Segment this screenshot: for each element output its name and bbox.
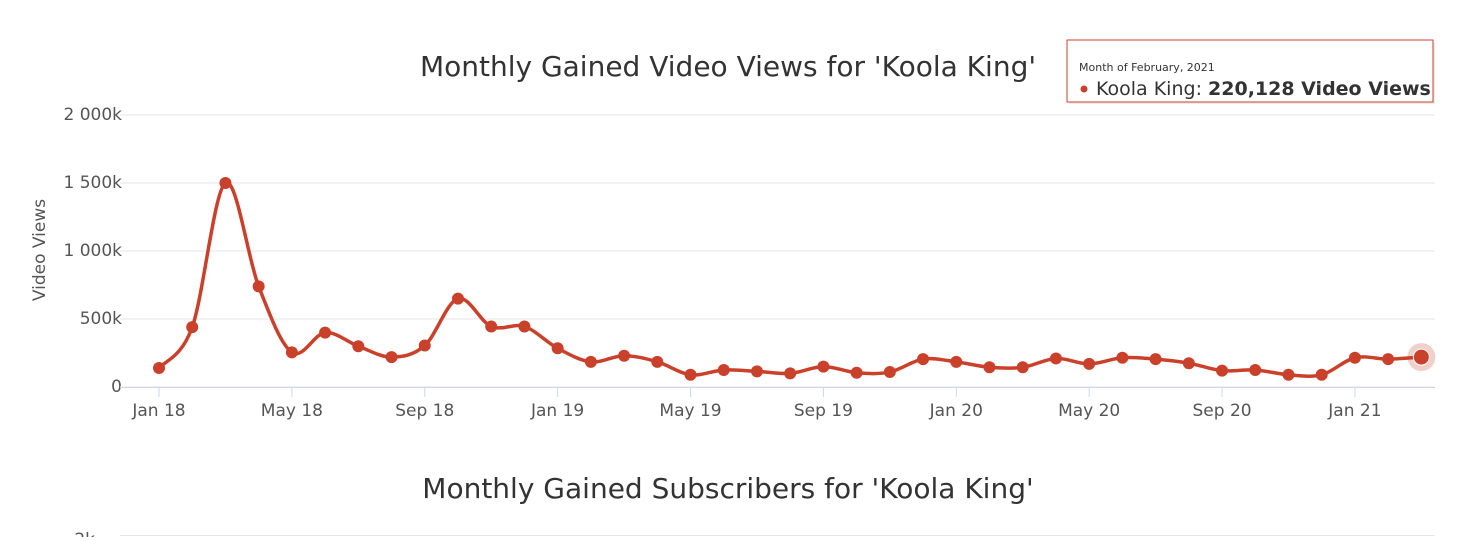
point bbox=[1412, 348, 1430, 366]
y-tick-label: 0 bbox=[111, 377, 122, 397]
x-tick-label: Jan 21 bbox=[1327, 401, 1381, 421]
point bbox=[850, 366, 863, 379]
point bbox=[584, 355, 597, 368]
point bbox=[1182, 357, 1195, 370]
x-tick-label: Jan 19 bbox=[530, 401, 584, 421]
point bbox=[1083, 357, 1096, 370]
x-tick-label: May 18 bbox=[261, 401, 323, 421]
y-axis-label: Video Views bbox=[30, 199, 50, 301]
point bbox=[717, 364, 730, 376]
point bbox=[485, 320, 498, 333]
x-tick-label: Sep 20 bbox=[1193, 401, 1252, 421]
point bbox=[1116, 351, 1129, 364]
tooltip-sep: : bbox=[1196, 78, 1208, 100]
y-tick-label: 1 500k bbox=[63, 173, 122, 193]
tooltip-line: Koola King: 220,128 Video Views bbox=[1096, 78, 1431, 100]
x-tick-label: Sep 19 bbox=[794, 401, 853, 421]
point bbox=[1216, 364, 1229, 377]
tooltip-header: Month of February, 2021 bbox=[1079, 61, 1215, 74]
point bbox=[551, 342, 564, 355]
y-tick-label: 500k bbox=[80, 309, 122, 329]
point bbox=[817, 360, 830, 373]
x-tick-label: Jan 18 bbox=[131, 401, 185, 421]
point bbox=[285, 346, 298, 359]
y-tick-label: 2k bbox=[74, 530, 95, 537]
point bbox=[983, 361, 996, 374]
tooltip-series: Koola King bbox=[1096, 78, 1196, 100]
series-line bbox=[157, 181, 1422, 378]
chart-title: Monthly Gained Subscribers for 'Koola Ki… bbox=[422, 472, 1033, 505]
tooltip-value: 220,128 Video Views bbox=[1208, 78, 1431, 100]
point bbox=[784, 367, 797, 380]
x-tick-label: May 19 bbox=[659, 401, 721, 421]
y-tick-label: 2 000k bbox=[63, 105, 122, 125]
point bbox=[186, 321, 199, 334]
point bbox=[451, 292, 464, 305]
x-tick-label: May 20 bbox=[1058, 401, 1120, 421]
point bbox=[917, 353, 930, 366]
point bbox=[1149, 353, 1162, 366]
point bbox=[1382, 353, 1395, 366]
point bbox=[618, 349, 631, 362]
point bbox=[651, 355, 664, 368]
point bbox=[418, 339, 431, 352]
point bbox=[1315, 368, 1328, 381]
x-tick-label: Jan 20 bbox=[929, 401, 983, 421]
tooltip-marker bbox=[1080, 85, 1088, 93]
point bbox=[153, 361, 165, 374]
point bbox=[1049, 352, 1062, 365]
point bbox=[750, 365, 763, 378]
point bbox=[1348, 351, 1361, 364]
tooltip: Month of February, 2021 Koola King: 220,… bbox=[1066, 39, 1435, 104]
point bbox=[319, 326, 332, 339]
point bbox=[1249, 364, 1262, 376]
y-tick-label: 1 000k bbox=[63, 241, 122, 261]
point bbox=[518, 320, 531, 333]
point bbox=[883, 366, 896, 379]
point bbox=[684, 368, 697, 381]
point bbox=[385, 351, 398, 364]
point bbox=[352, 340, 365, 353]
x-tick-label: Sep 18 bbox=[395, 401, 454, 421]
chart-title: Monthly Gained Video Views for 'Koola Ki… bbox=[420, 50, 1036, 83]
point bbox=[1016, 361, 1029, 374]
tooltip-box bbox=[1066, 39, 1434, 103]
point bbox=[950, 355, 963, 368]
point bbox=[219, 177, 232, 189]
point bbox=[252, 280, 265, 293]
point bbox=[1282, 368, 1295, 381]
